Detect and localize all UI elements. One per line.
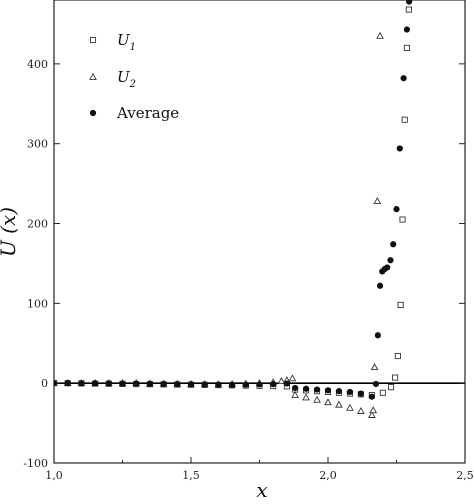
data-point-average <box>390 241 397 248</box>
data-point-u2 <box>370 363 379 371</box>
data-point-average <box>187 381 195 388</box>
data-point-average <box>78 380 85 387</box>
data-point-u1 <box>387 384 395 391</box>
data-point-average <box>105 380 112 387</box>
data-point-u2 <box>369 406 378 414</box>
legend-marker-average <box>89 109 97 117</box>
legend-label-u1: U1 <box>117 31 136 53</box>
y-tick-label: 400 <box>27 58 48 71</box>
data-point-average <box>64 380 71 387</box>
data-point-average <box>396 145 403 152</box>
data-point-u2 <box>302 393 310 401</box>
data-point-average <box>357 390 364 397</box>
data-point-average <box>174 381 181 388</box>
data-point-u1 <box>394 352 401 360</box>
data-point-average <box>215 381 222 388</box>
legend-marker-u2 <box>89 72 97 80</box>
data-point-u2 <box>288 374 297 382</box>
data-point-average <box>146 380 153 387</box>
data-point-u2 <box>277 377 286 385</box>
data-point-average <box>201 381 208 388</box>
data-point-u2 <box>376 31 384 39</box>
data-point-average <box>133 380 140 387</box>
data-point-u2 <box>291 391 299 398</box>
x-tick-label: 2,0 <box>319 469 337 482</box>
data-point-average <box>160 380 167 388</box>
data-point-average <box>119 380 126 387</box>
data-point-average <box>374 332 381 339</box>
data-point-average <box>229 381 236 388</box>
data-point-average <box>324 387 332 394</box>
data-point-average <box>403 26 411 33</box>
x-tick-label: 1,5 <box>182 469 200 482</box>
y-tick-label: 0 <box>41 377 48 390</box>
data-point-u1 <box>399 216 406 223</box>
data-point-average <box>242 381 249 388</box>
data-point-average <box>384 264 391 271</box>
data-point-average <box>406 0 413 5</box>
data-point-average <box>376 282 384 289</box>
data-point-u2 <box>335 400 343 408</box>
y-axis-ticks: -100 0 100 200 300 400 <box>23 58 465 470</box>
data-point-average <box>270 381 277 388</box>
plot-frame <box>53 0 466 464</box>
data-point-u2 <box>346 403 354 411</box>
x-axis-title: x <box>256 478 267 502</box>
x-tick-label: 2,5 <box>456 469 474 482</box>
y-tick-label: -100 <box>23 457 48 470</box>
y-tick-label: 100 <box>27 297 48 310</box>
data-point-average <box>256 381 263 388</box>
data-point-average <box>400 75 407 82</box>
data-point-average <box>372 380 380 388</box>
data-point-average <box>302 385 310 392</box>
data-point-average <box>387 257 394 264</box>
legend-label-u2: U2 <box>117 68 136 90</box>
data-point-average <box>292 384 299 392</box>
data-point-average <box>346 388 354 396</box>
data-point-u1 <box>379 389 386 396</box>
data-point-average <box>368 393 375 400</box>
data-point-u1 <box>401 116 408 123</box>
data-point-u2 <box>373 197 382 205</box>
legend-marker-u1 <box>89 36 97 44</box>
data-point-average <box>92 380 99 387</box>
data-point-u1 <box>397 301 404 308</box>
data-point-average <box>283 380 290 387</box>
data-point-average <box>313 386 321 393</box>
data-point-u2 <box>324 398 332 406</box>
data-point-u1 <box>392 374 399 381</box>
x-axis-ticks: 1,0 1,5 2,0 2,5 <box>45 457 474 482</box>
data-point-u1 <box>405 6 412 13</box>
y-tick-label: 200 <box>27 218 48 231</box>
data-point-u2 <box>367 410 376 418</box>
data-point-u2 <box>357 406 365 414</box>
y-tick-label: 300 <box>27 138 48 151</box>
x-tick-label: 1,0 <box>45 469 63 482</box>
data-point-average <box>335 388 343 395</box>
data-point-u2 <box>313 395 321 403</box>
data-point-average <box>393 206 400 213</box>
data-point-u1 <box>403 44 410 51</box>
legend-label-average: Average <box>116 104 179 122</box>
data-points <box>54 0 413 418</box>
legend: U1 U2 Average <box>89 31 179 122</box>
data-point-average <box>54 380 58 387</box>
y-axis-title: U (x) <box>0 207 20 257</box>
